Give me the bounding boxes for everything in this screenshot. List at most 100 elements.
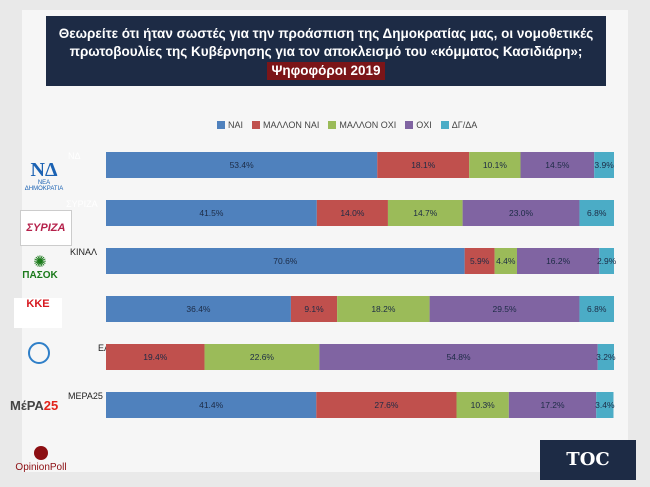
kke-logo-text: ΚΚΕ <box>26 298 50 310</box>
pasok-logo-text: ΠΑΣΟΚ <box>22 270 58 281</box>
el-logo <box>17 342 61 378</box>
bar-segment <box>290 296 338 322</box>
legend-item-nai: ΝΑΙ <box>217 120 243 130</box>
data-label: 4.4% <box>496 256 516 266</box>
data-label: 5.9% <box>470 256 490 266</box>
legend-label: ΔΓ/ΔΑ <box>451 120 478 130</box>
opinionpoll-logo: OpinionPoll <box>8 446 74 482</box>
legend-item-mallon-oxi: ΜΑΛΛΟΝ ΟΧΙ <box>328 120 396 130</box>
data-label: 14.5% <box>545 160 570 170</box>
nd-logo-mark: ΝΔ <box>30 159 58 181</box>
mera25-logo: ΜέΡΑ25 <box>10 398 59 424</box>
mera25-logo-num: 25 <box>43 398 59 413</box>
data-label: 14.0% <box>340 208 365 218</box>
title-highlight: Ψηφοφόροι 2019 <box>267 62 385 80</box>
data-label: 41.5% <box>199 208 224 218</box>
data-label: 53.4% <box>230 160 255 170</box>
data-label: 16.2% <box>546 256 571 266</box>
kke-logo: ΚΚΕ <box>14 298 62 328</box>
bar-segment <box>319 344 598 370</box>
bar-segment <box>316 200 388 226</box>
data-label: 3.4% <box>595 400 615 410</box>
data-label: 9.1% <box>304 304 324 314</box>
nd-logo: ΝΔ ΝΕΑ ΔΗΜΟΚΡΑΤΙΑ <box>20 160 68 192</box>
data-label: 54.8% <box>446 352 471 362</box>
legend-swatch <box>440 121 449 129</box>
bar-segment <box>494 248 517 274</box>
bar-segment <box>106 392 317 418</box>
bar-segment <box>599 248 614 274</box>
data-label: 70.6% <box>273 256 298 266</box>
bar-segment <box>377 152 470 178</box>
data-label: 14.7% <box>413 208 438 218</box>
data-label: 2.9% <box>597 256 617 266</box>
legend-label: ΟΧΙ <box>416 120 432 130</box>
title-line-2: πρωτοβουλίες της Κυβέρνησης για τον αποκ… <box>69 44 583 59</box>
legend-item-oxi: ΟΧΙ <box>405 120 432 130</box>
bar-segment <box>429 296 580 322</box>
thetoc-logo: TOC <box>540 440 636 480</box>
bar-segment <box>579 296 614 322</box>
legend-label: ΜΑΛΛΟΝ ΟΧΙ <box>339 120 397 130</box>
data-label: 29.5% <box>492 304 517 314</box>
bar-segment <box>594 152 614 178</box>
syriza-logo-text: ΣΥΡΙΖΑ <box>26 222 66 234</box>
data-label: 3.2% <box>596 352 616 362</box>
data-label: 18.1% <box>411 160 436 170</box>
bar-segment <box>520 152 595 178</box>
bar-segment <box>596 392 614 418</box>
bar-segment <box>204 344 320 370</box>
opinionpoll-dot-icon <box>34 446 48 460</box>
legend-label: ΝΑΙ <box>228 120 244 130</box>
data-label: 3.9% <box>594 160 614 170</box>
bar-segment <box>106 296 291 322</box>
data-label: 41.4% <box>199 400 224 410</box>
bar-segment <box>316 392 457 418</box>
nd-logo-text: ΝΕΑ ΔΗΜΟΚΡΑΤΙΑ <box>24 180 64 192</box>
syriza-logo: ΣΥΡΙΖΑ <box>20 210 72 246</box>
data-label: 19.4% <box>143 352 168 362</box>
data-label: 10.3% <box>471 400 496 410</box>
data-label: 18.2% <box>371 304 396 314</box>
legend-item-mallon-nai: ΜΑΛΛΟΝ ΝΑΙ <box>252 120 319 130</box>
data-label: 6.8% <box>587 304 607 314</box>
category-label: ΣΥΡΙΖΑ <box>66 199 98 209</box>
legend-swatch <box>217 121 225 129</box>
data-label: 6.8% <box>587 208 607 218</box>
data-label: 36.4% <box>186 304 211 314</box>
bar-segment <box>464 248 495 274</box>
legend-swatch <box>252 121 261 129</box>
data-label: 10.1% <box>483 160 508 170</box>
chart-legend: ΝΑΙ ΜΑΛΛΟΝ ΝΑΙ ΜΑΛΛΟΝ ΟΧΙ ΟΧΙ ΔΓ/ΔΑ <box>217 118 477 132</box>
category-label: ΚΙΝΑΛ <box>70 247 97 257</box>
data-label: 23.0% <box>509 208 534 218</box>
thetoc-logo-text: TOC <box>566 449 610 470</box>
mera25-logo-text: ΜέΡΑ <box>10 398 44 413</box>
bar-segment <box>469 152 521 178</box>
el-emblem-icon <box>28 342 50 364</box>
bar-segment <box>462 200 580 226</box>
bar-segment <box>106 152 378 178</box>
pasok-logo: ✺ ΠΑΣΟΚ <box>14 254 66 286</box>
bar-segment <box>337 296 430 322</box>
bar-segment <box>597 344 614 370</box>
legend-item-dgda: ΔΓ/ΔΑ <box>440 120 478 130</box>
bar-segment <box>456 392 509 418</box>
category-label: ΝΔ <box>68 151 81 161</box>
legend-swatch <box>405 121 414 129</box>
bar-segment <box>106 248 465 274</box>
legend-label: ΜΑΛΛΟΝ ΝΑΙ <box>263 120 320 130</box>
bar-segment <box>387 200 463 226</box>
title-line-1: Θεωρείτε ότι ήταν σωστές για την προάσπι… <box>58 26 594 41</box>
data-label: 17.2% <box>540 400 565 410</box>
chart-title: Θεωρείτε ότι ήταν σωστές για την προάσπι… <box>46 16 606 86</box>
pasok-sun-icon: ✺ <box>33 254 47 271</box>
bar-segment <box>106 344 205 370</box>
data-label: 22.6% <box>250 352 275 362</box>
bar-segment <box>579 200 614 226</box>
bar-segment <box>508 392 597 418</box>
data-label: 27.6% <box>374 400 399 410</box>
bar-segment <box>106 200 317 226</box>
category-label: ΜΕΡΑ25 <box>68 391 103 401</box>
